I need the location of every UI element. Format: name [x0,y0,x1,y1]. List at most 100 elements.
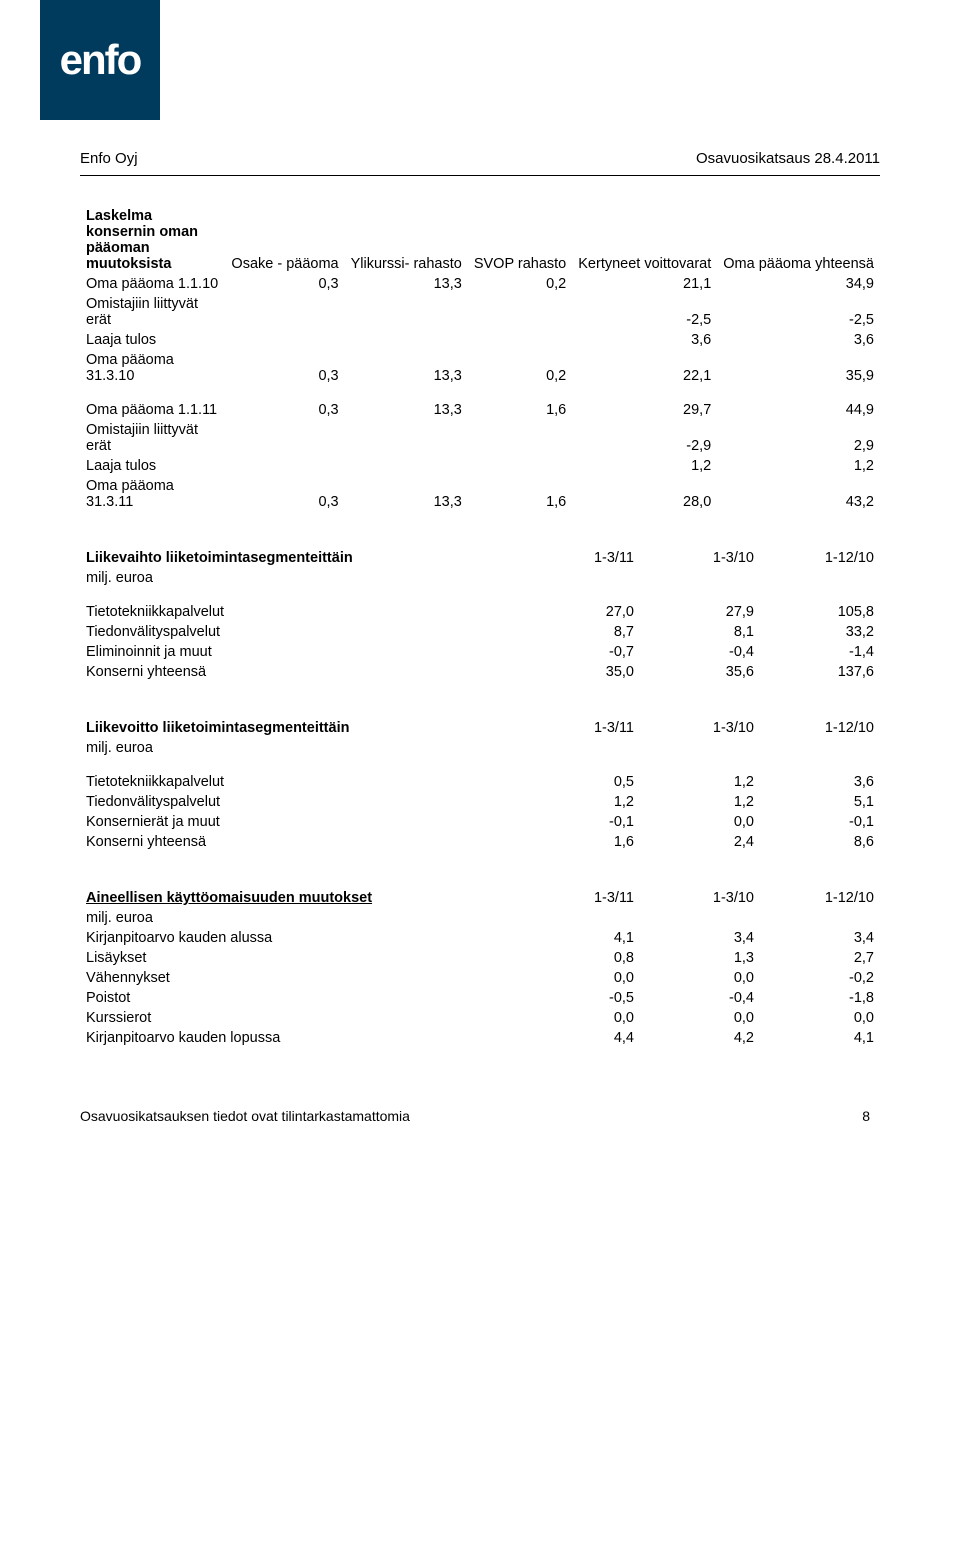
cell: 0,3 [225,400,344,420]
cell: 35,6 [640,662,760,682]
cell [345,420,468,456]
table-row: Tietotekniikkapalvelut 0,5 1,2 3,6 [80,772,880,792]
cell [468,294,572,330]
cell: 44,9 [717,400,880,420]
table-row: Oma pääoma 1.1.10 0,3 13,3 0,2 21,1 34,9 [80,274,880,294]
cell: 13,3 [345,476,468,512]
row-label: Tietotekniikkapalvelut [80,772,520,792]
row-label: Omistajiin liittyvät erät [80,420,225,456]
cell: 27,0 [520,602,640,622]
col-header: Oma pääoma yhteensä [717,206,880,274]
cell: 3,4 [640,928,760,948]
cell: -0,1 [520,812,640,832]
cell: 0,3 [225,476,344,512]
cell: -0,5 [520,988,640,1008]
table-title: Laskelma konsernin oman pääoman muutoksi… [80,206,225,274]
cell: -2,9 [572,420,717,456]
table-row: Konserni yhteensä 1,6 2,4 8,6 [80,832,880,852]
table-title: Liikevaihto liiketoimintasegmenteittäin [80,548,520,568]
cell: -1,4 [760,642,880,662]
table-row: Oma pääoma 1.1.11 0,3 13,3 1,6 29,7 44,9 [80,400,880,420]
cell: 4,2 [640,1028,760,1048]
table-subtitle-row: milj. euroa [80,908,880,928]
row-label: Omistajiin liittyvät erät [80,294,225,330]
logo: enfo [40,0,160,120]
cell: -2,5 [572,294,717,330]
row-label: Lisäykset [80,948,520,968]
table-row: Laaja tulos 3,6 3,6 [80,330,880,350]
col-header: 1-3/10 [640,548,760,568]
header-divider [80,175,880,176]
cell: 22,1 [572,350,717,386]
row-label: Kirjanpitoarvo kauden lopussa [80,1028,520,1048]
cell: 28,0 [572,476,717,512]
spacer [80,758,880,772]
cell: 4,1 [760,1028,880,1048]
cell [468,456,572,476]
cell: -0,1 [760,812,880,832]
cell: 0,0 [640,968,760,988]
cell: 1,6 [468,400,572,420]
table-row: Tietotekniikkapalvelut 27,0 27,9 105,8 [80,602,880,622]
row-label: Oma pääoma 31.3.10 [80,350,225,386]
cell [225,330,344,350]
row-label: Oma pääoma 1.1.11 [80,400,225,420]
cell: 1,3 [640,948,760,968]
cell: 0,2 [468,274,572,294]
cell: -0,4 [640,988,760,1008]
row-label: Tiedonvälityspalvelut [80,792,520,812]
table-row: Oma pääoma 31.3.11 0,3 13,3 1,6 28,0 43,… [80,476,880,512]
company-name: Enfo Oyj [80,150,138,167]
cell: 35,9 [717,350,880,386]
row-label: Kirjanpitoarvo kauden alussa [80,928,520,948]
cell: 34,9 [717,274,880,294]
col-header: Osake - pääoma [225,206,344,274]
cell: 1,2 [717,456,880,476]
cell: 8,6 [760,832,880,852]
table-header-row: Laskelma konsernin oman pääoman muutoksi… [80,206,880,274]
col-header: 1-3/11 [520,548,640,568]
cell: 27,9 [640,602,760,622]
cell [345,330,468,350]
table-title: Aineellisen käyttöomaisuuden muutokset [86,890,372,906]
logo-text: enfo [60,36,141,84]
row-label: Laaja tulos [80,456,225,476]
col-header: SVOP rahasto [468,206,572,274]
cell: 2,9 [717,420,880,456]
cell: 3,4 [760,928,880,948]
cell [225,420,344,456]
cell: 0,3 [225,350,344,386]
row-label: Laaja tulos [80,330,225,350]
cell [468,420,572,456]
row-label: Vähennykset [80,968,520,988]
cell: 1,6 [520,832,640,852]
cell: 4,4 [520,1028,640,1048]
row-label: Tiedonvälityspalvelut [80,622,520,642]
row-label: Oma pääoma 31.3.11 [80,476,225,512]
tangible-assets-table: Aineellisen käyttöomaisuuden muutokset 1… [80,888,880,1048]
cell: 8,7 [520,622,640,642]
row-label: Tietotekniikkapalvelut [80,602,520,622]
table-row: Oma pääoma 31.3.10 0,3 13,3 0,2 22,1 35,… [80,350,880,386]
cell: 1,2 [520,792,640,812]
table-subtitle: milj. euroa [80,738,520,758]
cell: 29,7 [572,400,717,420]
table-subtitle-row: milj. euroa [80,738,880,758]
equity-changes-table: Laskelma konsernin oman pääoman muutoksi… [80,206,880,512]
cell: 43,2 [717,476,880,512]
cell: 0,8 [520,948,640,968]
table-row: Laaja tulos 1,2 1,2 [80,456,880,476]
cell: 8,1 [640,622,760,642]
cell: 0,0 [640,1008,760,1028]
cell: -1,8 [760,988,880,1008]
cell: -0,4 [640,642,760,662]
table-row: Omistajiin liittyvät erät -2,9 2,9 [80,420,880,456]
revenue-segment-table: Liikevaihto liiketoimintasegmenteittäin … [80,548,880,682]
col-header: 1-3/10 [640,718,760,738]
table-title: Liikevoitto liiketoimintasegmenteittäin [80,718,520,738]
cell [468,330,572,350]
cell [225,456,344,476]
page-footer: Osavuosikatsauksen tiedot ovat tilintark… [80,1108,880,1124]
table-header-row: Liikevaihto liiketoimintasegmenteittäin … [80,548,880,568]
table-row: Vähennykset 0,0 0,0 -0,2 [80,968,880,988]
